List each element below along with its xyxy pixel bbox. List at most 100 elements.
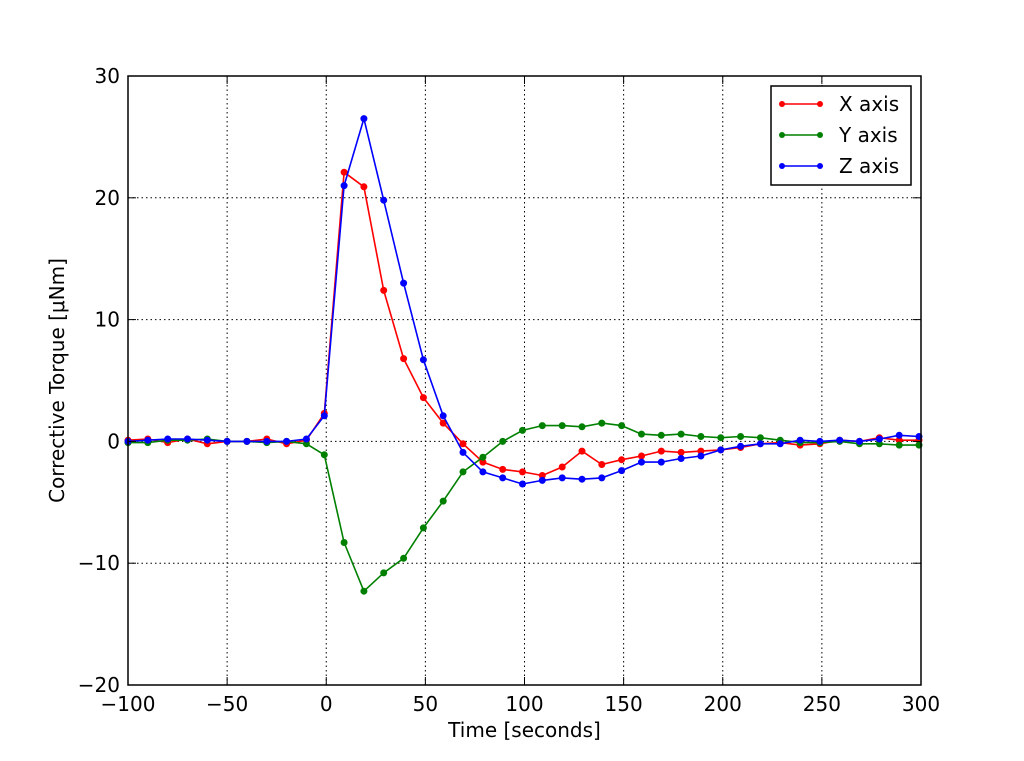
data-point (756, 440, 764, 448)
x-tick-label: 300 (902, 692, 940, 716)
data-point (558, 474, 566, 482)
data-point (479, 453, 487, 461)
data-point (360, 115, 368, 123)
y-tick-label: 30 (95, 64, 120, 88)
data-point (184, 435, 191, 443)
data-point (320, 451, 328, 459)
data-point (439, 412, 447, 420)
data-point (419, 356, 427, 364)
data-point (380, 286, 388, 294)
data-point (499, 474, 507, 482)
data-point (578, 475, 586, 483)
x-axis-label: Time [seconds] (447, 718, 601, 742)
data-point (578, 447, 586, 455)
data-point (519, 468, 526, 476)
data-point (836, 436, 844, 444)
data-point (400, 554, 408, 562)
data-point (499, 437, 507, 445)
legend-item: Z axis (779, 154, 899, 178)
data-point (638, 458, 645, 466)
legend-marker (817, 101, 823, 107)
legend-marker (779, 163, 785, 169)
data-point (340, 539, 348, 546)
legend: X axis Y axis Z axis (770, 85, 912, 186)
data-point (320, 412, 328, 420)
data-point (657, 431, 665, 439)
data-point (538, 422, 546, 430)
data-point (360, 183, 368, 191)
data-point (558, 422, 566, 430)
x-tick-label: 250 (803, 692, 841, 716)
data-point (243, 437, 251, 445)
data-point (400, 355, 408, 363)
data-point (340, 182, 348, 190)
legend-marker (817, 132, 823, 138)
legend-marker (817, 163, 823, 169)
legend-label: X axis (839, 92, 899, 116)
data-point (499, 465, 507, 473)
data-point (816, 437, 824, 445)
data-point (638, 430, 645, 438)
data-point (419, 524, 427, 532)
x-tick-label: 150 (605, 692, 643, 716)
data-point (439, 419, 447, 427)
tick-marks (127, 75, 922, 686)
x-tick-label: −100 (101, 692, 156, 716)
data-point (459, 440, 467, 448)
data-point (618, 456, 626, 464)
data-point (677, 448, 685, 456)
data-point (340, 168, 348, 176)
data-point (283, 437, 291, 445)
data-point (657, 458, 665, 466)
data-point (380, 196, 388, 204)
data-point (737, 433, 745, 440)
data-point (164, 435, 172, 443)
legend-marker (779, 132, 785, 138)
y-tick-label: −10 (78, 551, 120, 575)
x-tick-label: 0 (320, 692, 333, 716)
data-point (697, 433, 705, 440)
data-point (697, 452, 705, 460)
data-point (459, 448, 467, 456)
y-tick-label: 20 (95, 186, 120, 210)
data-point (459, 468, 467, 476)
data-point (144, 436, 152, 444)
y-axis-label: Corrective Torque [μNm] (45, 258, 69, 503)
y-tick-label: 10 (95, 308, 120, 332)
data-point (479, 468, 487, 476)
data-point (657, 447, 665, 455)
data-point (677, 455, 685, 462)
legend-marker (779, 101, 785, 107)
x-tick-label: 50 (413, 692, 438, 716)
data-point (223, 437, 231, 445)
legend-label: Z axis (839, 154, 899, 178)
data-point (558, 463, 566, 471)
data-point (638, 452, 645, 460)
legend-label: Y axis (838, 123, 898, 147)
data-point (598, 461, 606, 468)
data-point (776, 440, 784, 448)
series-layer (124, 115, 923, 595)
data-point (618, 467, 626, 475)
data-point (519, 426, 526, 434)
y-tick-label: −20 (78, 673, 120, 697)
data-point (895, 441, 903, 449)
series-z-axis (124, 115, 923, 488)
data-point (895, 431, 903, 439)
data-point (598, 474, 606, 482)
data-point (380, 569, 388, 577)
data-point (439, 497, 447, 505)
x-tick-label: 100 (505, 692, 543, 716)
data-point (796, 436, 804, 444)
legend-item: Y axis (779, 123, 898, 147)
data-point (717, 434, 725, 442)
data-point (717, 446, 725, 454)
legend-item: X axis (779, 92, 899, 116)
data-point (400, 279, 408, 287)
data-point (519, 480, 526, 488)
y-tick-label: 0 (107, 429, 120, 453)
x-tick-label: −50 (206, 692, 248, 716)
data-point (856, 437, 863, 445)
